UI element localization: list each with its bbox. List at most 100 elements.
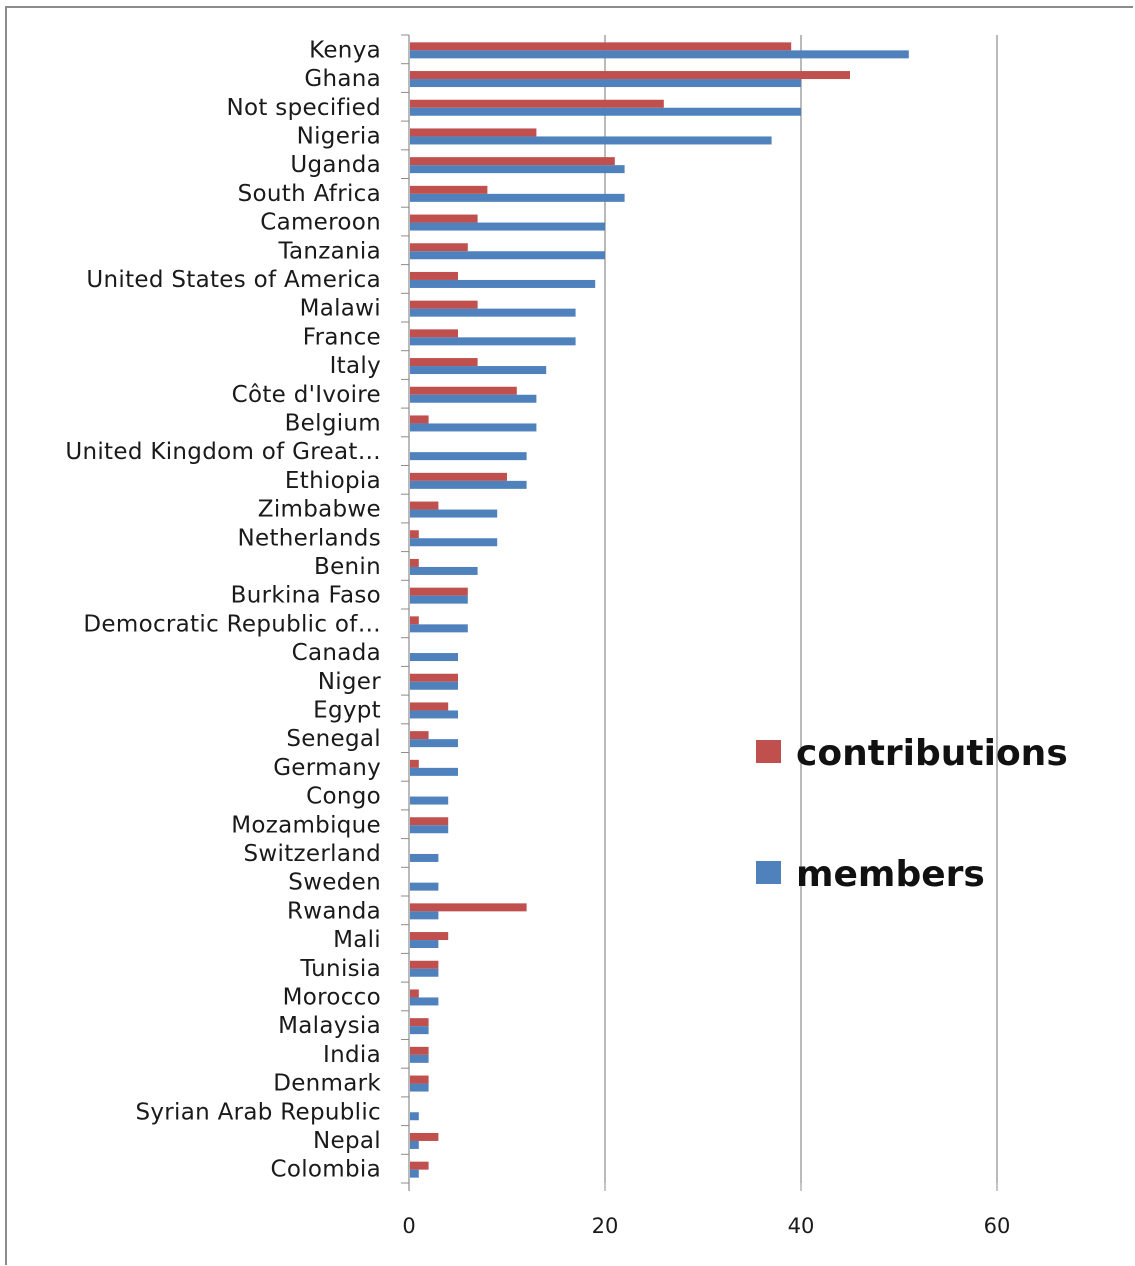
bar-contributions-8 [410, 271, 458, 280]
bar-members-24 [410, 739, 458, 748]
category-label: Colombia [271, 1157, 381, 1183]
bar-members-32 [410, 968, 439, 977]
bar-members-20 [410, 624, 468, 633]
category-label: Niger [318, 669, 382, 695]
category-label: France [303, 324, 381, 350]
bar-contributions-16 [410, 501, 439, 510]
bar-contributions-3 [410, 128, 537, 137]
category-label: Senegal [286, 726, 381, 752]
bar-contributions-15 [410, 472, 507, 481]
tick-label-20: 20 [592, 1214, 619, 1238]
category-label: India [323, 1042, 381, 1068]
bar-contributions-19 [410, 587, 468, 596]
category-label: Kenya [309, 37, 381, 63]
bar-contributions-11 [410, 358, 478, 367]
bar-members-7 [410, 251, 605, 260]
bar-contributions-22 [410, 673, 458, 682]
bar-contributions-5 [410, 185, 488, 194]
bar-contributions-4 [410, 157, 615, 166]
bar-members-15 [410, 480, 527, 489]
value-axis-tick-labels: 0 20 40 60 [402, 1214, 1010, 1238]
category-label: Not specified [226, 95, 381, 121]
category-label: Nepal [313, 1128, 381, 1154]
bar-contributions-10 [410, 329, 458, 338]
bar-contributions-6 [410, 214, 478, 223]
category-label: Uganda [290, 152, 381, 178]
bar-members-36 [410, 1083, 429, 1092]
category-label: Cameroon [260, 210, 381, 236]
category-label: Tanzania [277, 238, 381, 264]
tick-label-60: 60 [984, 1214, 1011, 1238]
bar-contributions-31 [410, 932, 449, 941]
bar-members-16 [410, 509, 498, 518]
bar-members-35 [410, 1054, 429, 1063]
legend-swatch-members [756, 861, 781, 884]
bar-contributions-23 [410, 702, 449, 711]
legend: contributions members [756, 733, 1068, 895]
category-label: Ethiopia [285, 468, 381, 494]
bar-members-29 [410, 882, 439, 891]
tick-label-40: 40 [788, 1214, 815, 1238]
bar-members-1 [410, 79, 801, 88]
category-label: Sweden [288, 870, 381, 896]
bar-members-30 [410, 911, 439, 920]
bar-members-17 [410, 538, 498, 547]
category-label: Zimbabwe [258, 497, 381, 523]
category-label: Canada [292, 640, 381, 666]
bar-members-9 [410, 308, 576, 317]
bar-contributions-38 [410, 1132, 439, 1141]
category-label: Syrian Arab Republic [135, 1099, 381, 1125]
category-label: United Kingdom of Great… [65, 439, 381, 465]
bar-members-12 [410, 394, 537, 403]
bar-members-13 [410, 423, 537, 432]
bar-contributions-34 [410, 1018, 429, 1027]
bar-contributions-24 [410, 731, 429, 740]
bar-contributions-36 [410, 1075, 429, 1084]
bar-contributions-30 [410, 903, 527, 912]
category-label: Denmark [273, 1071, 381, 1097]
bar-contributions-12 [410, 386, 517, 395]
bar-members-10 [410, 337, 576, 346]
legend-swatch-contributions [756, 740, 781, 763]
chart-frame [5, 6, 1133, 1265]
bar-contributions-1 [410, 71, 850, 80]
category-label: Italy [330, 353, 381, 379]
bar-members-5 [410, 193, 625, 202]
bar-members-6 [410, 222, 605, 231]
bar-members-23 [410, 710, 458, 719]
category-label: Egypt [313, 697, 381, 723]
category-label: Mozambique [231, 812, 381, 838]
category-label: Congo [306, 784, 381, 810]
bar-contributions-35 [410, 1046, 429, 1055]
bar-members-4 [410, 165, 625, 174]
bar-members-14 [410, 452, 527, 461]
bar-contributions-17 [410, 530, 419, 539]
category-label: Germany [273, 755, 381, 781]
category-label: Netherlands [237, 525, 381, 551]
category-label: United States of America [86, 267, 381, 293]
category-label: Malawi [300, 296, 381, 322]
bar-contributions-7 [410, 243, 468, 252]
bar-contributions-25 [410, 759, 419, 768]
bar-members-3 [410, 136, 772, 145]
bar-members-27 [410, 825, 449, 834]
category-label: South Africa [238, 181, 381, 207]
bar-contributions-27 [410, 817, 449, 826]
category-label: Benin [314, 554, 381, 580]
legend-label-contributions: contributions [796, 733, 1068, 774]
bar-contributions-9 [410, 300, 478, 309]
category-label: Switzerland [244, 841, 381, 867]
category-label: Burkina Faso [231, 583, 381, 609]
bar-contributions-33 [410, 989, 419, 998]
category-label: Democratic Republic of… [83, 611, 381, 637]
bar-members-26 [410, 796, 449, 805]
category-label: Tunisia [299, 956, 381, 982]
category-label: Ghana [304, 66, 381, 92]
bar-contributions-2 [410, 99, 664, 108]
legend-label-members: members [796, 854, 985, 895]
category-axis [401, 34, 998, 1191]
category-label: Malaysia [278, 1013, 381, 1039]
bar-contributions-20 [410, 616, 419, 625]
bar-members-37 [410, 1112, 419, 1121]
